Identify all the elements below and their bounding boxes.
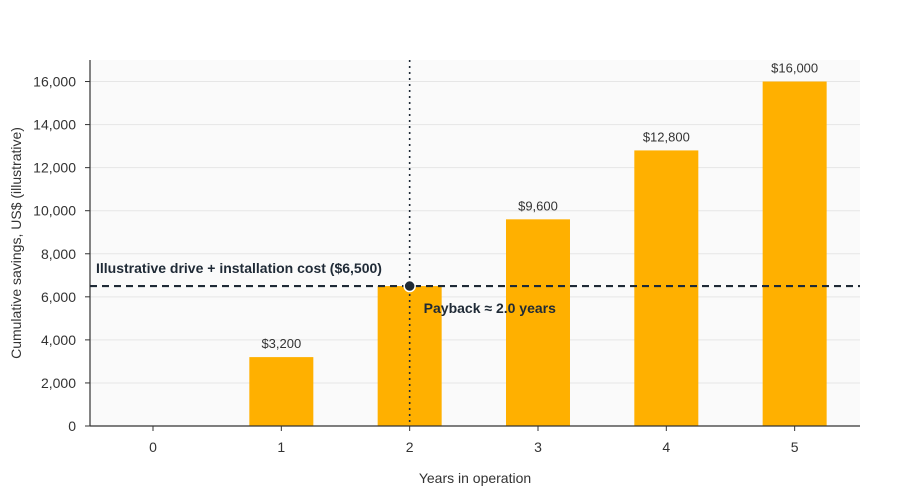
bar-value-label: $16,000 [771,61,818,76]
payback-point [403,279,416,293]
x-axis-title: Years in operation [419,470,531,486]
y-tick-label: 6,000 [41,289,76,305]
y-tick-label: 2,000 [41,375,76,391]
y-tick-label: 16,000 [33,74,76,90]
bar-value-label: $12,800 [643,129,690,144]
y-tick-label: 10,000 [33,203,76,219]
annotations: Illustrative drive + installation cost (… [90,60,860,426]
y-tick-label: 4,000 [41,332,76,348]
bar-value-labels: $3,200 $9,600 $12,800 $16,000 [261,61,818,352]
grid-lines [90,81,860,384]
axes [89,60,860,427]
y-axis-title: Cumulative savings, US$ (illustrative) [8,127,24,359]
x-tick-label: 4 [662,439,670,455]
bar [634,150,699,426]
cost-threshold-label: Illustrative drive + installation cost (… [96,260,382,276]
bars [249,81,827,426]
y-tick-label: 14,000 [33,117,76,133]
plot-background [90,60,860,426]
x-tick-label: 5 [791,439,799,455]
y-tick-label: 8,000 [41,246,76,262]
payback-label: Payback ≈ 2.0 years [424,300,556,316]
bar [505,219,570,426]
x-tick-label: 2 [406,439,414,455]
bar [249,357,314,426]
x-tick-label: 3 [534,439,542,455]
bar-value-label: $9,600 [518,198,558,213]
y-tick-label: 0 [68,418,76,434]
x-tick-label: 0 [149,439,157,455]
y-tick-label: 12,000 [33,160,76,176]
x-ticks: 0 1 2 3 4 5 [149,426,799,455]
y-ticks: 0 2,000 4,000 6,000 8,000 10,000 12,000 14,000 1… [33,74,90,434]
bar [762,81,827,426]
bar-value-label: $3,200 [261,336,301,351]
x-tick-label: 1 [277,439,285,455]
